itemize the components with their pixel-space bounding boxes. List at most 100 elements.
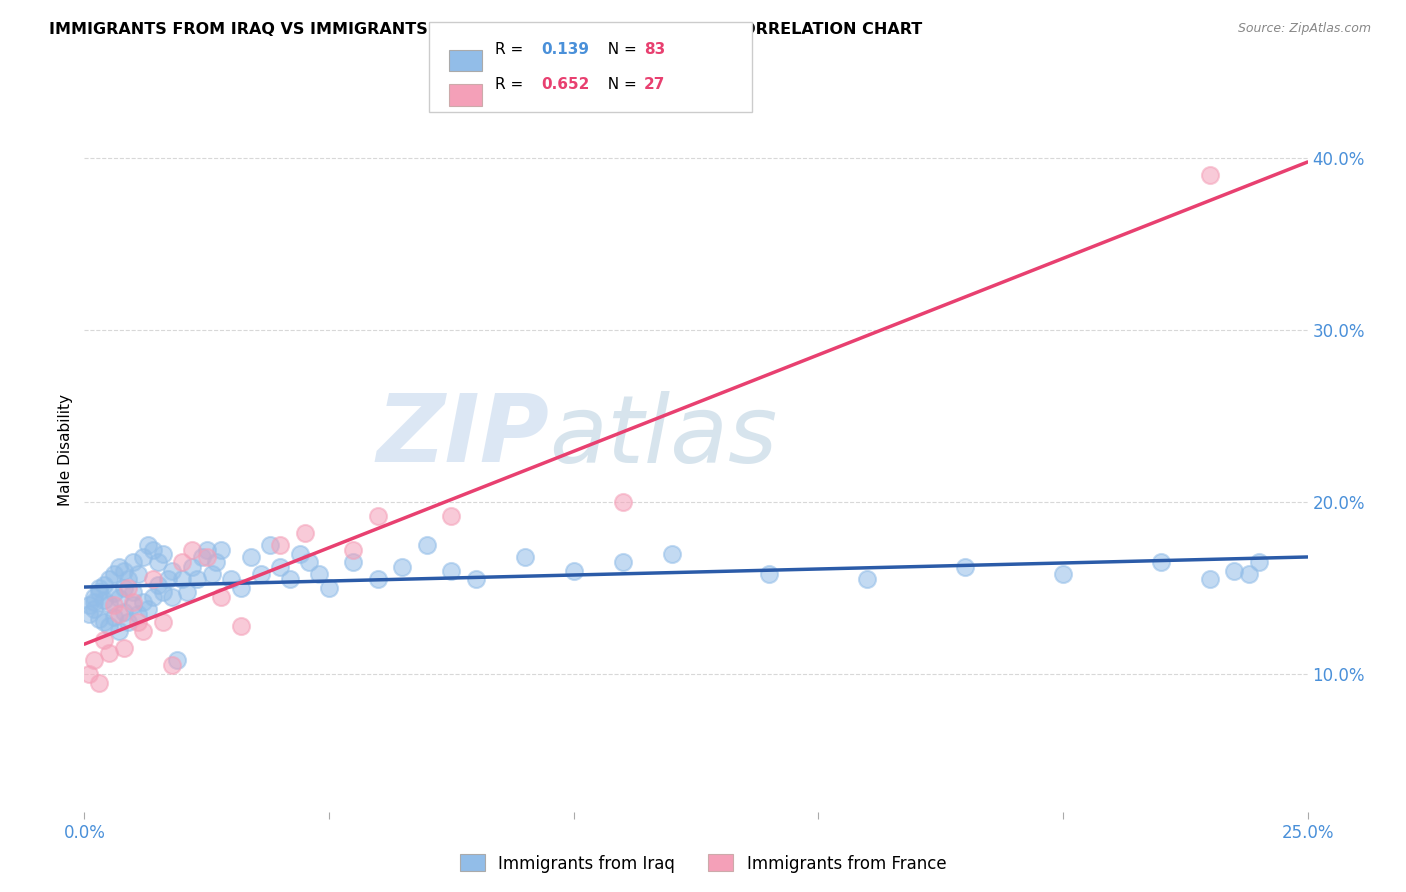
Point [97,597,120,611]
Point [103,610,125,624]
Point [87,675,110,690]
Point [416,538,439,552]
Point [219,573,242,587]
Point [146,555,169,569]
Point [112,605,135,619]
Point [117,573,139,587]
Point [205,555,228,569]
Point [152,547,174,561]
Point [93,593,115,607]
Point [97,619,120,633]
Point [77,607,100,621]
Point [181,560,204,574]
Point [112,641,135,656]
Text: N =: N = [598,42,641,57]
Point [172,555,194,569]
Point [132,550,155,565]
Point [132,595,155,609]
Point [166,653,188,667]
Point [464,573,486,587]
Text: R =: R = [495,77,529,92]
Point [93,615,115,630]
Point [195,543,218,558]
Point [181,543,204,558]
Point [132,624,155,639]
Point [229,619,252,633]
Point [513,550,536,565]
Point [107,607,129,621]
Point [162,564,184,578]
Point [1237,567,1260,582]
Text: 0.139: 0.139 [541,42,589,57]
Point [191,550,214,565]
Point [1052,567,1074,582]
Point [83,601,105,615]
Point [200,567,222,582]
Point [1223,564,1246,578]
Point [229,581,252,595]
Point [661,547,683,561]
Point [112,564,135,578]
Legend: Immigrants from Iraq, Immigrants from France: Immigrants from Iraq, Immigrants from Fr… [453,847,953,880]
Point [117,615,139,630]
Point [269,538,291,552]
Point [758,567,780,582]
Point [127,567,149,582]
Point [103,567,125,582]
Point [298,555,321,569]
Point [1247,555,1270,569]
Y-axis label: Male Disability: Male Disability [58,394,73,507]
Point [612,555,634,569]
Point [136,538,159,552]
Point [294,526,316,541]
Point [122,584,145,599]
Point [142,573,165,587]
Point [107,624,129,639]
Point [103,586,125,600]
Point [176,584,198,599]
Point [93,577,115,591]
Point [122,595,145,609]
Point [318,581,340,595]
Point [856,573,879,587]
Point [259,538,281,552]
Point [83,595,105,609]
Point [953,560,976,574]
Point [97,647,120,661]
Point [209,590,232,604]
Point [239,550,262,565]
Point [172,573,194,587]
Point [612,495,634,509]
Point [440,508,463,523]
Point [83,590,105,604]
Point [117,581,139,595]
Point [83,653,105,667]
Point [93,632,115,647]
Point [249,567,271,582]
Point [152,584,174,599]
Point [288,547,311,561]
Point [186,573,208,587]
Text: R =: R = [495,42,529,57]
Point [367,508,389,523]
Point [107,560,129,574]
Point [278,573,301,587]
Text: Source: ZipAtlas.com: Source: ZipAtlas.com [1237,22,1371,36]
Point [209,543,232,558]
Text: IMMIGRANTS FROM IRAQ VS IMMIGRANTS FROM FRANCE MALE DISABILITY CORRELATION CHART: IMMIGRANTS FROM IRAQ VS IMMIGRANTS FROM … [49,22,922,37]
Point [152,615,174,630]
Point [136,601,159,615]
Point [342,555,364,569]
Point [562,564,585,578]
Point [87,581,110,595]
Point [146,577,169,591]
Point [77,667,100,681]
Point [1198,168,1220,182]
Point [122,555,145,569]
Point [142,590,165,604]
Point [142,543,165,558]
Text: atlas: atlas [550,391,778,482]
Point [107,591,129,606]
Text: 27: 27 [644,77,665,92]
Text: ZIP: ZIP [377,390,550,482]
